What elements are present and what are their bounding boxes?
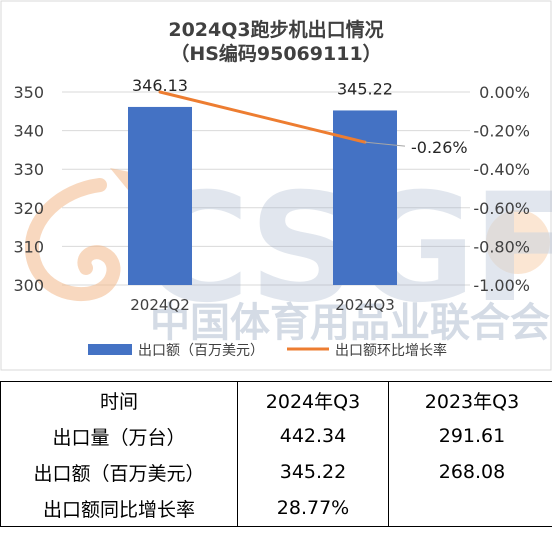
table-cell: 345.22 [237, 454, 389, 490]
data-table: 时间 2024年Q3 2023年Q3 出口量（万台） 442.34 291.61 出口额（百… [0, 381, 552, 527]
line-data-label: -0.26% [411, 138, 468, 157]
table-cell: 442.34 [237, 418, 389, 454]
line-label-leader [364, 141, 406, 147]
y-right-tick-label: -0.60% [473, 199, 530, 218]
y-right-tick-label: -0.80% [473, 237, 530, 256]
watermark-text: 中国体育用品业联合会 [150, 300, 550, 346]
bar-data-label: 345.22 [337, 79, 393, 98]
line-point [158, 90, 162, 94]
chart-border [0, 0, 552, 371]
y-left-tick-label: 330 [13, 160, 44, 179]
chart-title: 2024Q3跑步机出口情况 [168, 18, 383, 41]
table-header-cell: 2024年Q3 [237, 381, 389, 418]
table-cell: 291.61 [388, 418, 552, 454]
table-cell: 出口量（万台） [0, 418, 238, 454]
x-tick-label: 2024Q2 [130, 296, 190, 314]
chart-subtitle: （HS编码95069111） [170, 42, 381, 65]
y-left-tick-label: 350 [13, 83, 44, 102]
bar-data-label: 346.13 [132, 76, 188, 95]
table-cell [388, 490, 552, 527]
y-right-tick-label: 0.00% [479, 83, 530, 102]
y-left-tick-label: 340 [13, 122, 44, 141]
table-cell: 出口额（百万美元） [0, 454, 238, 490]
table-row: 出口额（百万美元） 345.22 268.08 [0, 454, 552, 490]
table-cell: 268.08 [388, 454, 552, 490]
table-header-row: 时间 2024年Q3 2023年Q3 [0, 381, 552, 418]
legend-bar-swatch [88, 344, 132, 355]
y-left-tick-label: 310 [13, 237, 44, 256]
table-header-cell: 时间 [0, 381, 238, 418]
y-right-tick-label: -0.20% [473, 122, 530, 141]
table-cell: 出口额同比增长率 [0, 490, 238, 527]
y-left-tick-label: 320 [13, 199, 44, 218]
line-series: -0.26% [158, 90, 468, 157]
table-row: 出口额同比增长率 28.77% [0, 490, 552, 527]
table-cell: 28.77% [237, 490, 389, 527]
x-tick-label: 2024Q3 [335, 296, 395, 314]
y-right-tick-label: -0.40% [473, 160, 530, 179]
y-right-tick-label: -1.00% [473, 276, 530, 295]
table-header-cell: 2023年Q3 [388, 381, 552, 418]
combo-chart: CSGF 中国体育用品业联合会 2024Q3跑步机出口情况 （HS编码95069… [0, 0, 552, 371]
legend-line-label: 出口额环比增长率 [335, 342, 447, 359]
y-left-tick-label: 300 [13, 276, 44, 295]
table-row: 出口量（万台） 442.34 291.61 [0, 418, 552, 454]
chart-area: CSGF 中国体育用品业联合会 2024Q3跑步机出口情况 （HS编码95069… [0, 0, 552, 371]
bar-series: 346.13 345.22 [128, 76, 397, 285]
axes: 350 0.00% 340 -0.20% 330 -0.40% 320 -0.60% 310 -0… [13, 83, 530, 314]
legend: 出口额（百万美元） 出口额环比增长率 [88, 342, 447, 359]
bar [333, 110, 397, 285]
legend-bar-label: 出口额（百万美元） [138, 343, 264, 359]
bar [128, 106, 192, 285]
line-path [159, 90, 366, 144]
